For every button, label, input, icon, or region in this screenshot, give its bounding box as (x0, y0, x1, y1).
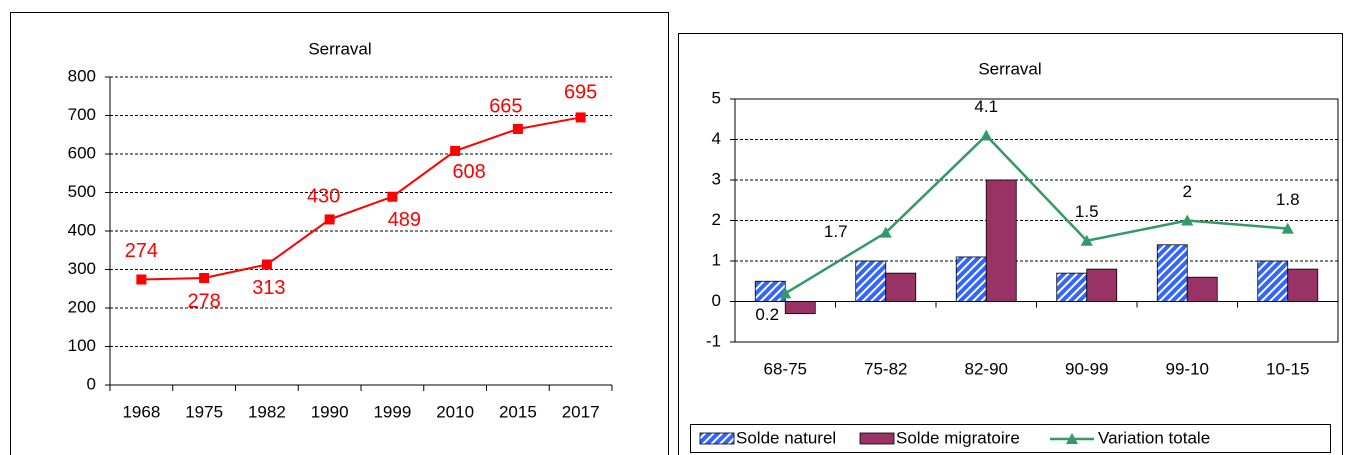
bar (784, 301, 816, 315)
bar (855, 260, 887, 302)
x-tick-label: 2017 (562, 402, 600, 421)
point (387, 191, 398, 202)
x-tick-label: 1990 (311, 402, 349, 421)
y-tick-label: 0 (712, 291, 721, 310)
y-tick-label: 800 (68, 66, 96, 85)
point (1281, 222, 1294, 234)
point (261, 259, 272, 270)
bar (1086, 268, 1118, 302)
line (784, 133, 1288, 295)
bar (1257, 260, 1289, 302)
y-tick-label: 700 (68, 105, 96, 124)
x-tick-label: 99-10 (1166, 359, 1209, 378)
x-tick-label: 1968 (122, 402, 160, 421)
bar (1056, 272, 1088, 302)
point (199, 272, 210, 283)
data-label: 4.1 (974, 97, 998, 116)
y-tick-label: 2 (712, 210, 721, 229)
point (512, 123, 523, 134)
legend-swatch (1066, 433, 1078, 444)
bar (754, 280, 786, 302)
point (1080, 234, 1093, 246)
point (324, 214, 335, 225)
x-tick-label: 82-90 (965, 359, 1008, 378)
left-frame (10, 12, 669, 455)
point (779, 287, 792, 299)
bar (1186, 276, 1218, 302)
chart-title: Serraval (978, 59, 1041, 78)
bar (1287, 268, 1319, 302)
y-tick-label: 4 (712, 129, 721, 148)
data-label: 1.5 (1075, 202, 1099, 221)
y-tick-label: 400 (68, 220, 96, 239)
y-tick-label: 100 (68, 336, 96, 355)
point (575, 112, 586, 123)
legend-swatch (699, 432, 735, 445)
data-label: 665 (489, 95, 522, 117)
chart-title: Serraval (308, 39, 371, 58)
data-label: 2 (1183, 182, 1192, 201)
legend-box (690, 424, 1331, 453)
data-label: 1.7 (824, 222, 848, 241)
data-label: 695 (564, 82, 597, 104)
y-tick-label: 300 (68, 259, 96, 278)
y-tick-label: 5 (712, 88, 721, 107)
point (450, 145, 461, 156)
data-label: 313 (252, 277, 285, 299)
data-label: 278 (187, 290, 220, 312)
line (141, 116, 581, 281)
x-tick-label: 1975 (185, 402, 223, 421)
x-tick-label: 75-82 (864, 359, 907, 378)
legend-swatch (859, 432, 895, 445)
data-label: 489 (388, 209, 421, 231)
point (1181, 214, 1194, 226)
data-label: 0.2 (755, 305, 779, 324)
data-label: 274 (125, 240, 158, 262)
x-tick-label: 1999 (373, 402, 411, 421)
bar (885, 272, 917, 302)
bar (985, 179, 1017, 302)
data-label: 608 (452, 161, 485, 183)
y-tick-label: 0 (87, 374, 96, 393)
point (980, 129, 993, 141)
x-tick-label: 1982 (248, 402, 286, 421)
data-label: 1.8 (1276, 190, 1300, 209)
x-tick-label: 10-15 (1266, 359, 1309, 378)
y-tick-label: 500 (68, 182, 96, 201)
bar (955, 256, 987, 302)
x-tick-label: 2010 (436, 402, 474, 421)
bar (1156, 244, 1188, 302)
y-tick-label: 3 (712, 169, 721, 188)
y-tick-label: -1 (706, 331, 721, 350)
legend-label: Solde migratoire (896, 428, 1020, 447)
x-tick-label: 68-75 (764, 359, 807, 378)
y-tick-label: 1 (712, 250, 721, 269)
data-label: 430 (307, 186, 340, 208)
legend-label: Solde naturel (736, 428, 836, 447)
y-tick-label: 200 (68, 297, 96, 316)
point (136, 274, 147, 285)
point (879, 226, 892, 238)
x-tick-label: 90-99 (1065, 359, 1108, 378)
y-tick-label: 600 (68, 143, 96, 162)
legend-label: Variation totale (1098, 428, 1210, 447)
x-tick-label: 2015 (499, 402, 537, 421)
